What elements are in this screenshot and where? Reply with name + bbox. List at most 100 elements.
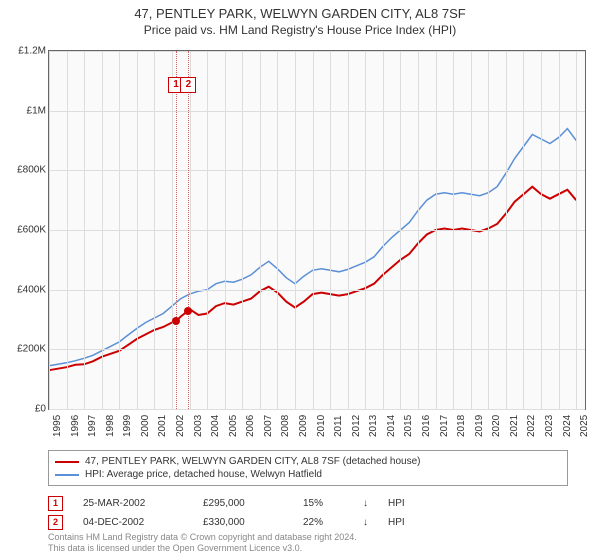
gridline-v <box>383 51 384 409</box>
gridline-v <box>119 51 120 409</box>
attribution-line: Contains HM Land Registry data © Crown c… <box>48 532 357 543</box>
legend-swatch <box>55 461 79 463</box>
xtick-label: 2012 <box>351 415 362 437</box>
gridline-v <box>172 51 173 409</box>
legend-label: 47, PENTLEY PARK, WELWYN GARDEN CITY, AL… <box>85 456 421 467</box>
xtick-label: 1997 <box>87 415 98 437</box>
sale-price: £295,000 <box>203 498 283 509</box>
attribution-line: This data is licensed under the Open Gov… <box>48 543 357 554</box>
price-chart: £0£200K£400K£600K£800K£1M£1.2M1995199619… <box>48 50 586 410</box>
xtick-label: 2024 <box>562 415 573 437</box>
gridline-v <box>137 51 138 409</box>
xtick-label: 2009 <box>298 415 309 437</box>
gridline-v <box>84 51 85 409</box>
sale-dot <box>184 307 192 315</box>
ytick-label: £800K <box>17 165 49 176</box>
gridline-v <box>295 51 296 409</box>
sale-index: 2 <box>48 515 63 530</box>
xtick-label: 1995 <box>52 415 63 437</box>
sale-vline <box>188 51 189 409</box>
attribution: Contains HM Land Registry data © Crown c… <box>48 532 357 555</box>
sale-marker-box: 2 <box>180 77 196 93</box>
ytick-label: £600K <box>17 225 49 236</box>
xtick-label: 2013 <box>368 415 379 437</box>
sales-row: 2 04-DEC-2002 £330,000 22% ↓ HPI <box>48 513 405 532</box>
gridline-v <box>418 51 419 409</box>
ytick-label: £200K <box>17 344 49 355</box>
gridline-v <box>313 51 314 409</box>
gridline-h <box>49 230 585 231</box>
sale-dot <box>172 317 180 325</box>
sale-date: 25-MAR-2002 <box>83 498 183 509</box>
gridline-h <box>49 290 585 291</box>
gridline-v <box>541 51 542 409</box>
gridline-v <box>207 51 208 409</box>
xtick-label: 2006 <box>245 415 256 437</box>
gridline-h <box>49 111 585 112</box>
sale-suffix: HPI <box>388 517 405 528</box>
gridline-v <box>277 51 278 409</box>
legend: 47, PENTLEY PARK, WELWYN GARDEN CITY, AL… <box>48 450 568 486</box>
gridline-v <box>365 51 366 409</box>
gridline-h <box>49 51 585 52</box>
xtick-label: 2020 <box>491 415 502 437</box>
xtick-label: 2025 <box>579 415 590 437</box>
gridline-h <box>49 170 585 171</box>
xtick-label: 2019 <box>474 415 485 437</box>
gridline-h <box>49 409 585 410</box>
gridline-v <box>102 51 103 409</box>
sale-index: 1 <box>48 496 63 511</box>
xtick-label: 2004 <box>210 415 221 437</box>
sale-pct: 22% <box>303 517 343 528</box>
sale-date: 04-DEC-2002 <box>83 517 183 528</box>
gridline-v <box>471 51 472 409</box>
ytick-label: £1.2M <box>18 46 49 57</box>
legend-label: HPI: Average price, detached house, Welw… <box>85 469 322 480</box>
xtick-label: 2017 <box>439 415 450 437</box>
gridline-v <box>49 51 50 409</box>
gridline-v <box>348 51 349 409</box>
gridline-v <box>260 51 261 409</box>
legend-row: HPI: Average price, detached house, Welw… <box>55 468 561 481</box>
sale-arrow-icon: ↓ <box>363 498 368 509</box>
gridline-v <box>67 51 68 409</box>
sale-pct: 15% <box>303 498 343 509</box>
sale-vline <box>176 51 177 409</box>
gridline-v <box>190 51 191 409</box>
xtick-label: 2003 <box>193 415 204 437</box>
gridline-v <box>436 51 437 409</box>
page-title: 47, PENTLEY PARK, WELWYN GARDEN CITY, AL… <box>0 0 600 23</box>
gridline-v <box>453 51 454 409</box>
gridline-v <box>154 51 155 409</box>
xtick-label: 2021 <box>509 415 520 437</box>
xtick-label: 2023 <box>544 415 555 437</box>
sales-row: 125-MAR-2002£295,00015%↓HPI <box>48 494 405 513</box>
gridline-v <box>523 51 524 409</box>
xtick-label: 2015 <box>403 415 414 437</box>
gridline-v <box>330 51 331 409</box>
legend-swatch <box>55 474 79 476</box>
xtick-label: 2016 <box>421 415 432 437</box>
xtick-label: 1996 <box>70 415 81 437</box>
xtick-label: 2010 <box>316 415 327 437</box>
gridline-v <box>242 51 243 409</box>
gridline-v <box>400 51 401 409</box>
sale-arrow-icon: ↓ <box>363 517 368 528</box>
ytick-label: £0 <box>35 404 49 415</box>
xtick-label: 2005 <box>228 415 239 437</box>
xtick-label: 2022 <box>526 415 537 437</box>
gridline-v <box>559 51 560 409</box>
xtick-label: 1998 <box>105 415 116 437</box>
sales-table: 1 25-MAR-2002 £295,000 15% ↓ HPI 2 04-DEC-2002 £… <box>48 494 405 532</box>
xtick-label: 2000 <box>140 415 151 437</box>
xtick-label: 2002 <box>175 415 186 437</box>
gridline-v <box>225 51 226 409</box>
sale-price: £330,000 <box>203 517 283 528</box>
xtick-label: 2008 <box>280 415 291 437</box>
gridline-v <box>488 51 489 409</box>
xtick-label: 2018 <box>456 415 467 437</box>
gridline-v <box>506 51 507 409</box>
xtick-label: 1999 <box>122 415 133 437</box>
xtick-label: 2007 <box>263 415 274 437</box>
gridline-v <box>576 51 577 409</box>
